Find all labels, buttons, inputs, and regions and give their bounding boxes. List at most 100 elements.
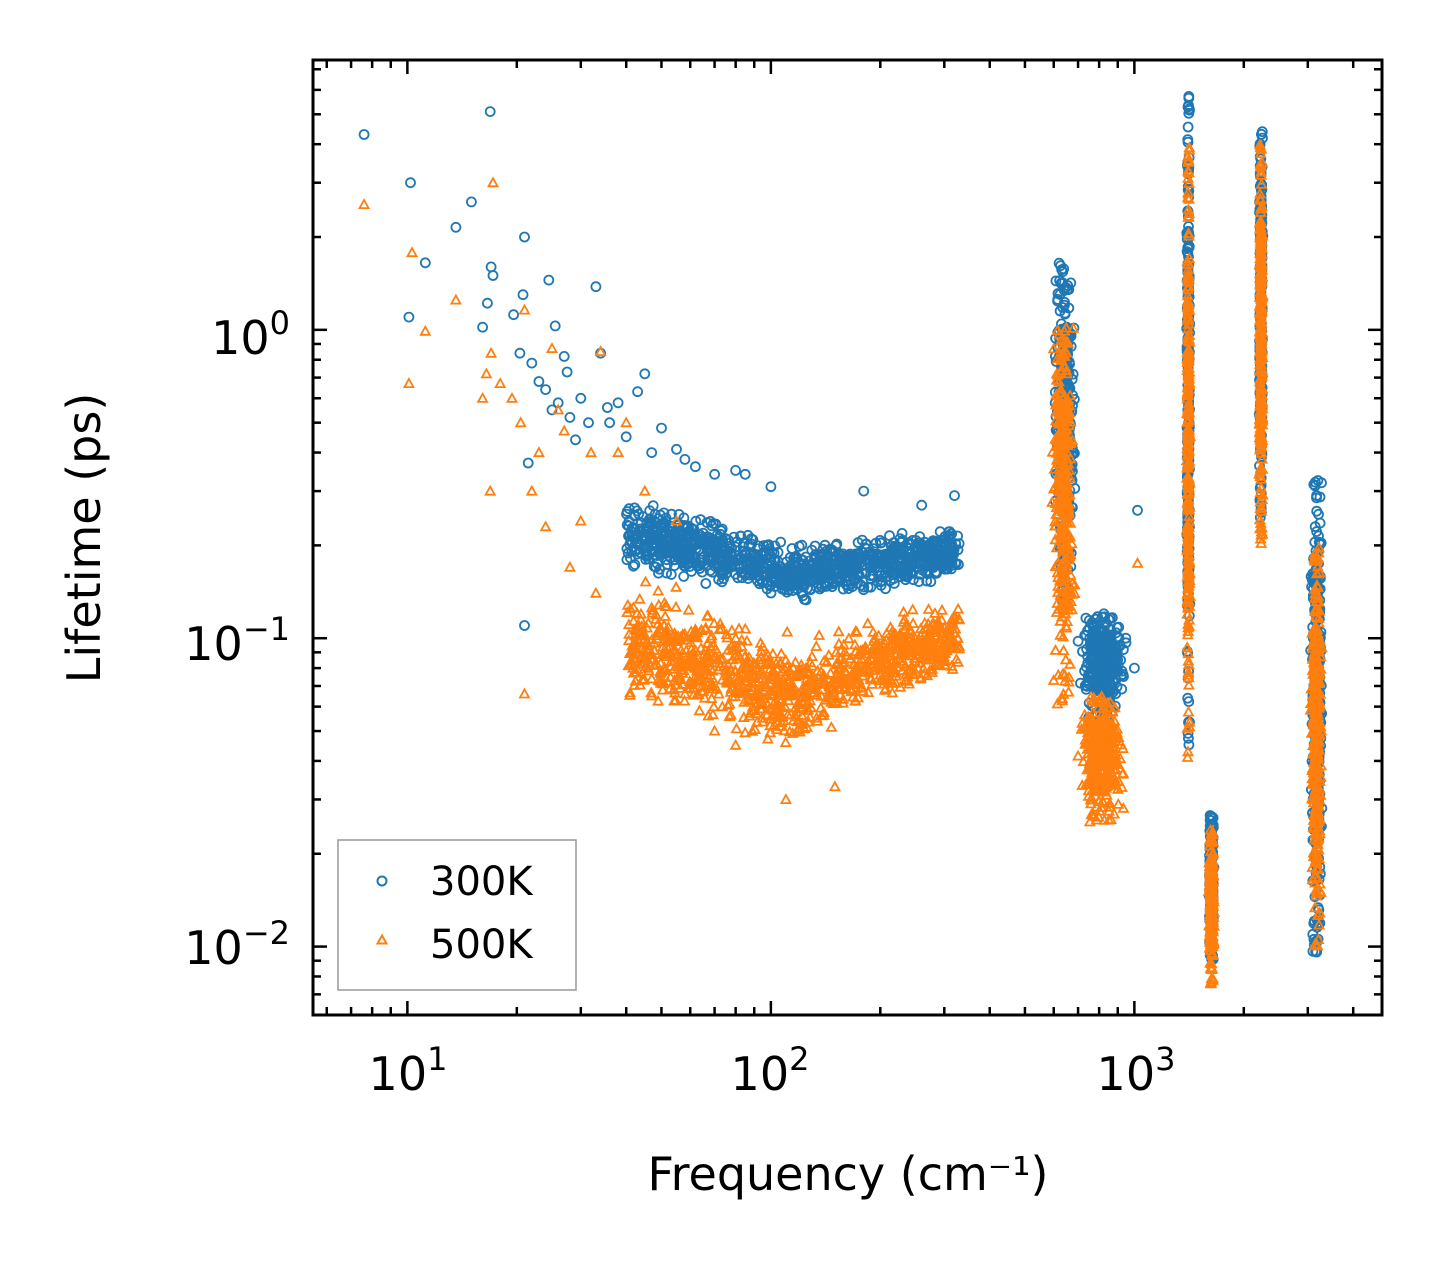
marker-500k-c0-973 [730, 722, 743, 734]
marker-500k-c2-298 [1092, 794, 1105, 806]
marker-500k-c1-223 [1058, 389, 1071, 401]
marker-500k-c0-467 [637, 673, 650, 685]
marker-500k-c0-1049 [782, 689, 795, 701]
marker-500k-c1-332 [1056, 531, 1069, 543]
marker-500k-c0-785 [661, 647, 674, 659]
marker-500k-c2-183 [1112, 731, 1125, 742]
marker-500k-c1-254 [1068, 578, 1081, 590]
marker-300k-c0-308 [880, 583, 891, 595]
marker-300k-c0-989 [842, 567, 854, 579]
marker-500k-c0-1097 [873, 639, 886, 651]
marker-300k-p12 [514, 347, 526, 359]
marker-300k-c0-1000 [821, 545, 833, 557]
marker-500k-c0-1077 [749, 693, 762, 705]
marker-300k-c0-526 [874, 535, 886, 546]
marker-500k-c0-916 [721, 698, 735, 710]
marker-300k-c1-263 [1052, 295, 1063, 307]
marker-500k-c0-1092 [678, 627, 691, 639]
marker-500k-c1-317 [1059, 360, 1072, 372]
marker-500k-c0-897 [840, 649, 853, 661]
marker-500k-c0-848 [754, 636, 767, 648]
marker-300k-c0-1083 [816, 569, 828, 580]
marker-300k-p50 [1132, 504, 1143, 516]
marker-500k-c0-604 [806, 659, 819, 671]
marker-500k-c1-316 [1058, 442, 1071, 454]
marker-300k-c0-1060 [865, 573, 877, 585]
marker-500k-c2-252 [1111, 782, 1124, 794]
marker-500k-c0-998 [858, 652, 871, 664]
marker-500k-c1-327 [1055, 550, 1068, 562]
marker-500k-c0-969 [738, 695, 751, 707]
marker-500k-c0-928 [817, 709, 830, 720]
marker-500k-c1-293 [1064, 595, 1077, 606]
marker-500k-c0-812 [819, 676, 832, 688]
marker-500k-c1-310 [1057, 333, 1070, 345]
marker-300k-c0-1069 [626, 537, 638, 548]
marker-300k-c0-1099 [754, 578, 765, 590]
marker-500k-c0-970 [720, 628, 733, 639]
marker-500k-c0-801 [767, 664, 780, 676]
marker-300k-p15 [522, 457, 534, 469]
marker-300k-c0-1085 [863, 549, 875, 561]
marker-300k-c0-1066 [842, 560, 854, 572]
marker-300k-c0-1035 [901, 565, 913, 577]
marker-500k-c2-331 [1099, 728, 1112, 740]
marker-500k-c0-1096 [885, 674, 898, 686]
marker-500k-c0-1095 [759, 673, 772, 684]
plot-area [358, 91, 1328, 989]
marker-500k-c2-325 [1100, 766, 1113, 778]
marker-500k-c0-787 [704, 679, 717, 691]
marker-500k-c1-320 [1055, 450, 1068, 462]
marker-300k-c0-1017 [894, 543, 905, 555]
marker-300k-c0-1092 [681, 553, 693, 564]
marker-500k-c0-850 [731, 641, 744, 652]
marker-500k-c1-324 [1062, 685, 1075, 697]
marker-500k-c0-919 [702, 671, 715, 682]
marker-300k-c1-287 [1065, 277, 1077, 289]
marker-500k-c0-0 [725, 624, 738, 635]
marker-500k-c0-1008 [813, 677, 826, 689]
marker-500k-c0-904 [768, 709, 781, 720]
marker-300k-c0-1010 [710, 547, 722, 559]
marker-300k-c2-222 [1111, 622, 1123, 633]
marker-500k-c1-297 [1054, 475, 1067, 487]
marker-500k-c0-444 [670, 580, 683, 592]
marker-500k-c0-828 [835, 644, 848, 655]
marker-500k-c0-893 [926, 662, 939, 674]
marker-300k-c0-1045 [830, 573, 842, 585]
marker-300k-p17 [526, 357, 538, 369]
marker-500k-c0-780 [760, 708, 773, 720]
marker-500k-c2-321 [1112, 734, 1126, 746]
marker-300k-p24 [558, 350, 570, 362]
marker-500k-c2-339 [1086, 716, 1099, 728]
marker-300k-p41 [679, 453, 691, 465]
marker-500k-c0-1025 [919, 635, 932, 647]
marker-500k-c0-506 [622, 618, 635, 630]
marker-500k-c3-131 [1183, 599, 1196, 611]
marker-500k-c3-130 [1183, 510, 1196, 521]
marker-300k-c0-975 [851, 578, 863, 590]
marker-500k-c0-1046 [900, 617, 913, 629]
marker-300k-p13 [517, 289, 529, 301]
marker-500k-c0-471 [832, 625, 845, 637]
marker-500k-c0-954 [899, 673, 913, 685]
marker-500k-c0-581 [918, 616, 931, 628]
marker-500k-c2-300 [1102, 717, 1115, 729]
marker-500k-c0-895 [664, 655, 678, 667]
marker-500k-c0-887 [786, 680, 799, 692]
marker-300k-c0-980 [831, 538, 843, 550]
marker-500k-c0-310 [775, 716, 788, 728]
marker-500k-c0-840 [811, 714, 824, 726]
marker-300k-c0-984 [766, 546, 778, 558]
marker-300k-p22 [549, 320, 561, 332]
marker-500k-c0-738 [729, 631, 742, 643]
marker-300k-c0-997 [931, 567, 942, 579]
marker-300k-c3-217 [1183, 107, 1195, 119]
marker-300k-c0-957 [645, 540, 657, 552]
marker-500k-c0-1085 [721, 631, 734, 643]
marker-500k-c2-313 [1112, 797, 1125, 809]
marker-500k-c0-141 [708, 617, 721, 628]
marker-500k-c3-53 [1182, 665, 1195, 677]
marker-500k-c0-871 [654, 676, 667, 688]
marker-300k-c0-1091 [707, 535, 718, 547]
